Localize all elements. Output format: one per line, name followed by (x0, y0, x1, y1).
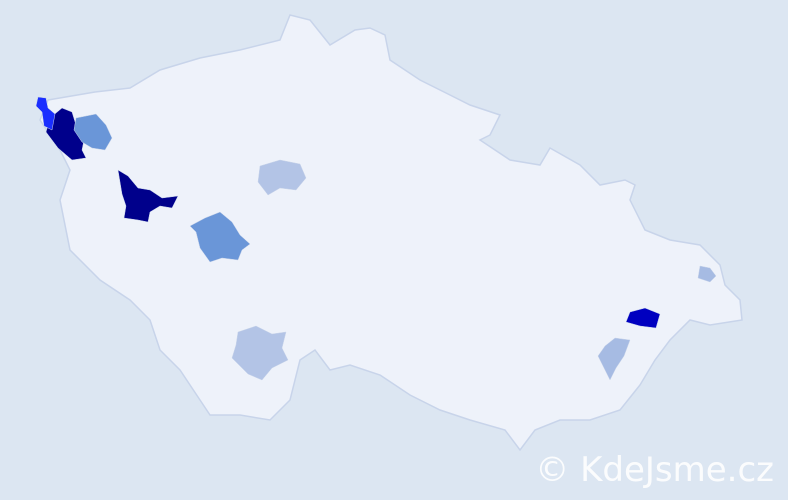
region-south[interactable] (231, 325, 289, 381)
region-east-2[interactable] (597, 337, 631, 381)
region-east-1[interactable] (625, 307, 661, 329)
region-west-1[interactable] (117, 169, 179, 223)
region-north-west-3[interactable] (73, 113, 113, 151)
country-outline (39, 14, 743, 452)
watermark: © KdeJsme.cz (535, 450, 774, 490)
region-central-west[interactable] (189, 211, 251, 263)
region-north-west-2[interactable] (35, 96, 56, 131)
region-central-north[interactable] (257, 159, 307, 196)
region-north-east[interactable] (697, 265, 717, 283)
